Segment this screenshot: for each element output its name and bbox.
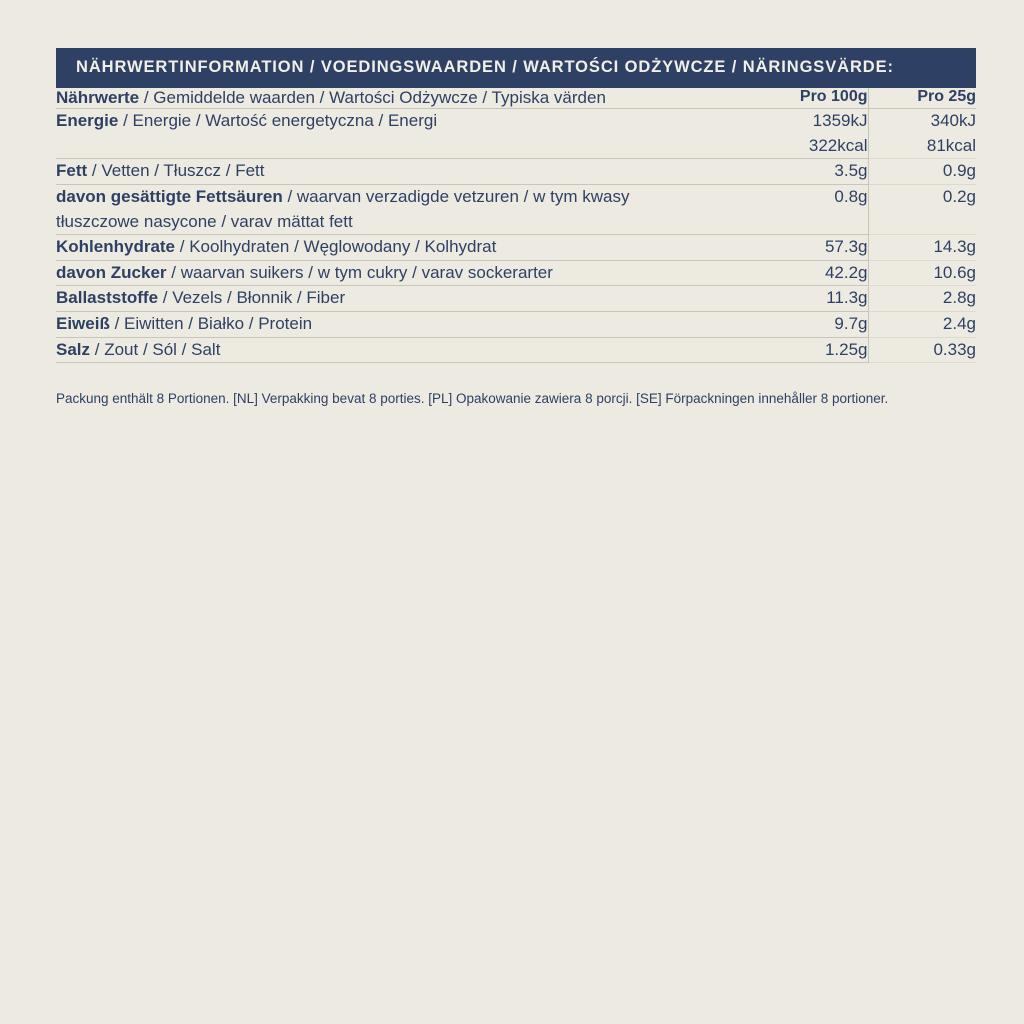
table-row: davon Zucker / waarvan suikers / w tym c… bbox=[56, 260, 976, 287]
row-translations: / Energie / Wartość energetyczna / Energ… bbox=[118, 111, 438, 130]
row-label: davon gesättigte Fettsäuren / waarvan ve… bbox=[56, 184, 716, 236]
row-label: Kohlenhydrate / Koolhydraten / Węglowoda… bbox=[56, 234, 716, 261]
column-header-nutrients: Nährwerte / Gemiddelde waarden / Wartośc… bbox=[56, 88, 716, 109]
row-term: Energie bbox=[56, 111, 119, 130]
row-label: Energie / Energie / Wartość energetyczna… bbox=[56, 108, 716, 160]
table-row: Ballaststoffe / Vezels / Błonnik / Fiber… bbox=[56, 285, 976, 313]
table-row: Salz / Zout / Sól / Salt 1.25g 0.33g bbox=[56, 337, 976, 364]
row-label: Salz / Zout / Sól / Salt bbox=[56, 337, 716, 364]
row-translations: / Eiwitten / Białko / Protein bbox=[109, 314, 313, 334]
table-row: Fett / Vetten / Tłuszcz / Fett 3.5g 0.9g bbox=[56, 158, 976, 185]
row-label: Fett / Vetten / Tłuszcz / Fett bbox=[56, 158, 716, 185]
portions-footnote: Packung enthält 8 Portionen. [NL] Verpak… bbox=[56, 391, 889, 407]
nutrition-table: Nährwerte / Gemiddelde waarden / Wartośc… bbox=[56, 88, 976, 364]
row-term: Eiweiß bbox=[56, 314, 110, 334]
row-value-per-100g: 0.8g bbox=[716, 184, 869, 236]
row-value-per-25g: 14.3g bbox=[868, 234, 976, 261]
row-value-per-25g: 2.4g bbox=[868, 311, 976, 338]
row-term: Kohlenhydrate bbox=[56, 237, 176, 257]
row-value-per-25g: 0.33g bbox=[868, 337, 976, 364]
column-header-per-100g: Pro 100g bbox=[716, 88, 869, 109]
row-label: Eiweiß / Eiwitten / Białko / Protein bbox=[56, 311, 716, 338]
table-row: davon gesättigte Fettsäuren / waarvan ve… bbox=[56, 184, 976, 236]
row-translations: / waarvan verzadigde vetzuren / w tym kw… bbox=[56, 186, 630, 231]
row-label: davon Zucker / waarvan suikers / w tym c… bbox=[56, 260, 716, 287]
row-term: Salz bbox=[56, 339, 91, 359]
row-value-per-25g: 340kJ 81kcal bbox=[868, 108, 976, 160]
column-header-nutrients-translations: / Gemiddelde waarden / Wartości Odżywcze… bbox=[139, 88, 606, 107]
row-value-per-100g: 1.25g bbox=[716, 337, 869, 364]
row-translations: / Zout / Sól / Salt bbox=[90, 339, 221, 359]
row-value-per-25g: 10.6g bbox=[868, 260, 976, 287]
table-row: Eiweiß / Eiwitten / Białko / Protein 9.7… bbox=[56, 311, 976, 338]
row-value-per-25g: 0.9g bbox=[868, 158, 976, 185]
row-translations: / waarvan suikers / w tym cukry / varav … bbox=[166, 262, 553, 282]
row-value-per-100g: 9.7g bbox=[716, 311, 869, 338]
row-label: Ballaststoffe / Vezels / Błonnik / Fiber bbox=[56, 285, 716, 313]
row-value-per-100g: 11.3g bbox=[716, 285, 869, 313]
row-term: Ballaststoffe bbox=[56, 288, 159, 308]
row-value-per-100g: 42.2g bbox=[716, 260, 869, 287]
column-header-per-25g: Pro 25g bbox=[868, 88, 976, 109]
row-value-per-100g: 3.5g bbox=[716, 158, 869, 185]
row-value-per-25g: 2.8g bbox=[868, 285, 976, 313]
table-row: Kohlenhydrate / Koolhydraten / Węglowoda… bbox=[56, 234, 976, 261]
table-header-row: Nährwerte / Gemiddelde waarden / Wartośc… bbox=[56, 88, 976, 109]
row-translations: / Koolhydraten / Węglowodany / Kolhydrat bbox=[175, 237, 497, 257]
row-value-per-25g: 0.2g bbox=[868, 184, 976, 236]
row-term: Fett bbox=[56, 161, 88, 181]
row-value-per-100g: 57.3g bbox=[716, 234, 869, 261]
row-translations: / Vetten / Tłuszcz / Fett bbox=[87, 161, 265, 181]
table-body: Energie / Energie / Wartość energetyczna… bbox=[56, 108, 976, 364]
table-row: Energie / Energie / Wartość energetyczna… bbox=[56, 108, 976, 160]
row-value-per-100g: 1359kJ 322kcal bbox=[716, 108, 869, 160]
nutrition-banner: NÄHRWERTINFORMATION / VOEDINGSWAARDEN / … bbox=[56, 48, 976, 88]
column-header-nutrients-term: Nährwerte bbox=[56, 88, 140, 107]
row-translations: / Vezels / Błonnik / Fiber bbox=[158, 288, 346, 308]
row-term: davon Zucker bbox=[56, 262, 167, 282]
row-term: davon gesättigte Fettsäuren bbox=[56, 186, 283, 206]
